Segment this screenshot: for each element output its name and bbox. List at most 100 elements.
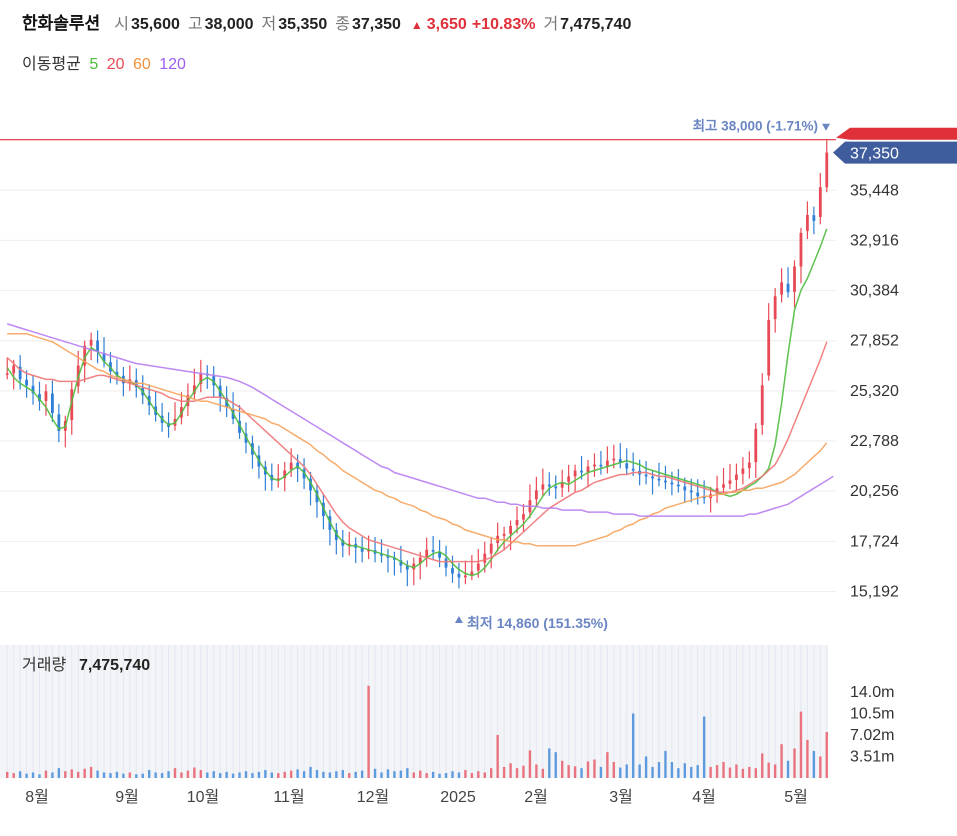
volume-bar: [212, 771, 215, 778]
volume-bar: [425, 773, 428, 778]
volume-bar: [77, 771, 80, 778]
volume-bar: [444, 773, 448, 778]
volume-title: 거래량: [22, 656, 66, 674]
volume-bar: [638, 764, 641, 778]
high-label: 고: [187, 16, 203, 33]
volume-bar: [709, 766, 712, 778]
volume-bar: [354, 771, 357, 778]
candle-body: [773, 296, 777, 320]
ma-legend-120[interactable]: 120: [159, 56, 186, 73]
volume-bar: [812, 750, 816, 778]
volume-bar: [690, 766, 693, 778]
high-price: 38,000: [204, 16, 254, 33]
moving-average-legend[interactable]: 이동평균 5 20 60 120: [22, 50, 190, 74]
volume-bar: [419, 770, 422, 778]
open-price: 35,600: [130, 16, 180, 33]
current-price-label: 37,350: [850, 146, 899, 163]
candle-body: [747, 462, 751, 469]
candle-body: [367, 549, 371, 552]
volume-bar: [696, 765, 699, 778]
candle-body: [702, 496, 706, 499]
candle-body: [567, 476, 571, 482]
volume-bar: [509, 763, 512, 778]
volume-bar: [296, 769, 299, 778]
volume-label: 거: [543, 16, 559, 33]
low-price-annotation: 최저 14,860 (151.35%): [467, 615, 608, 631]
volume-bar: [793, 748, 796, 778]
candle-body: [812, 215, 816, 221]
candle-body: [347, 543, 351, 546]
volume-bar: [406, 768, 409, 778]
price-tick-label: 32,916: [850, 232, 899, 249]
volume-bar: [599, 766, 603, 778]
candle-body: [444, 558, 448, 568]
volume-bar: [502, 766, 506, 778]
candle-body: [360, 548, 364, 552]
volume-bar: [160, 773, 164, 778]
candle-body: [806, 214, 809, 231]
candle-body: [431, 549, 435, 552]
high-price-tag: [836, 127, 957, 140]
volume-tick-label: 14.0m: [850, 684, 894, 701]
volume-bar: [786, 760, 790, 778]
volume-bar: [218, 773, 222, 778]
candle-body: [502, 533, 506, 536]
candle-body: [767, 319, 771, 376]
candle-body: [657, 478, 661, 481]
volume-bar: [560, 760, 564, 778]
volume-tick-label: 10.5m: [850, 705, 894, 722]
stock-name: 한화솔루션: [22, 14, 101, 33]
ma-legend-20[interactable]: 20: [106, 56, 125, 73]
ma-legend-60[interactable]: 60: [132, 56, 151, 73]
candle-body: [683, 486, 687, 491]
volume-bar: [651, 766, 654, 778]
candle-body: [580, 470, 583, 473]
x-tick-label: 8월: [25, 788, 49, 806]
volume-bar: [83, 768, 86, 778]
volume-bar: [722, 762, 725, 778]
candle-body: [605, 460, 609, 466]
x-tick-label: 5월: [784, 788, 808, 806]
volume-tick-label: 7.02m: [850, 727, 894, 744]
candle-body: [483, 553, 487, 563]
volume-bar: [167, 771, 170, 778]
candle-body: [463, 575, 467, 578]
volume-bar: [773, 764, 777, 778]
volume-bar: [464, 770, 467, 778]
volume-bar: [619, 767, 622, 778]
volume-bar: [412, 772, 415, 778]
candle-body: [651, 476, 654, 479]
candle-body: [760, 385, 764, 425]
volume-bar: [741, 768, 745, 778]
candle-body: [315, 490, 319, 503]
candle-body: [199, 373, 203, 385]
candle-body: [438, 552, 441, 558]
candle-body: [515, 520, 519, 526]
candle-body: [70, 389, 74, 421]
x-tick-label: 3월: [609, 788, 633, 806]
volume-bar: [128, 772, 132, 778]
volume-bar: [264, 770, 267, 778]
volume-tick-label: 3.51m: [850, 748, 894, 765]
volume-bar: [38, 774, 41, 778]
price-tick-label: 30,384: [850, 283, 899, 300]
volume-bar: [367, 685, 370, 778]
volume-bar: [154, 772, 157, 778]
volume-bar: [51, 772, 54, 778]
volume-bar: [657, 762, 661, 778]
volume-bar: [89, 766, 93, 778]
up-triangle-icon: ▲: [410, 18, 423, 32]
candle-body: [586, 466, 590, 473]
candle-body: [618, 459, 622, 463]
candle-body: [380, 553, 383, 556]
candle-body: [83, 345, 87, 366]
ma-legend-5[interactable]: 5: [89, 56, 99, 73]
price-change: 3,650: [426, 16, 467, 33]
price-tick-label: 20,256: [850, 483, 899, 500]
candle-body: [780, 282, 784, 295]
x-tick-label: 9월: [115, 788, 139, 806]
ma-line-20: [6, 341, 828, 563]
candle-body: [393, 557, 396, 560]
volume-bar: [399, 770, 403, 778]
